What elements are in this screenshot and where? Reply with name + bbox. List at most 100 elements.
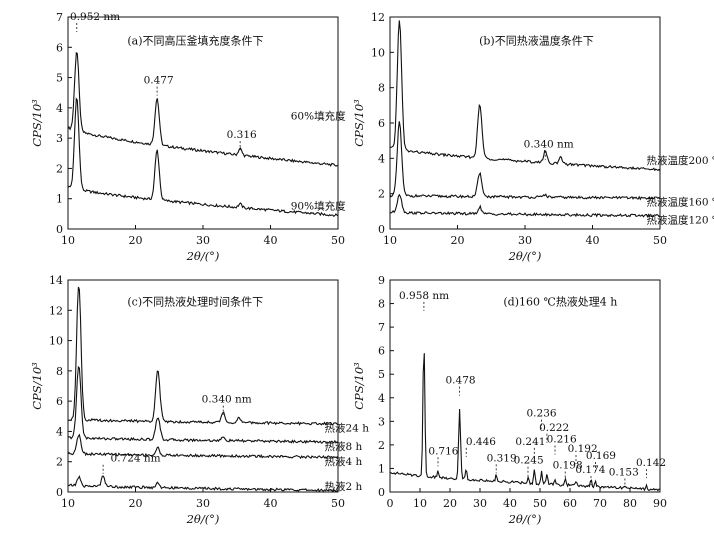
- peak-annotation: 0.236: [527, 408, 557, 420]
- x-tick-label: 80: [623, 497, 637, 510]
- y-tick-label: 4: [378, 152, 385, 165]
- y-tick-label: 5: [56, 72, 63, 85]
- y-tick-label: 0: [378, 486, 385, 499]
- x-tick-label: 40: [503, 497, 517, 510]
- y-tick-label: 8: [378, 298, 385, 311]
- peak-annotation: 0.724 nm: [111, 453, 161, 465]
- y-tick-label: 4: [56, 425, 63, 438]
- x-tick-label: 30: [518, 234, 532, 247]
- peak-annotation: 0.198: [553, 459, 583, 471]
- series-label: 90%填充度: [291, 199, 346, 212]
- x-tick-label: 10: [61, 497, 75, 510]
- peak-annotation: 0.477: [144, 75, 174, 87]
- y-tick-label: 0: [56, 486, 63, 499]
- peak-annotation: 0.952 nm: [70, 11, 120, 23]
- y-tick-label: 1: [56, 193, 63, 206]
- panel-title: (b)不同热液温度条件下: [479, 34, 594, 48]
- peak-annotation: 0.478: [446, 375, 476, 387]
- y-tick-label: 7: [378, 321, 385, 334]
- peak-annotation: 0.446: [466, 436, 496, 448]
- series-label: 热液温度160 ℃: [647, 196, 714, 209]
- y-tick-label: 10: [371, 46, 385, 59]
- y-tick-label: 0: [56, 223, 63, 236]
- peak-annotation: 0.958 nm: [399, 290, 449, 302]
- y-tick-label: 7: [56, 11, 63, 24]
- y-tick-label: 10: [49, 335, 63, 348]
- y-axis-label: CPS/10³: [352, 362, 366, 410]
- series-label: 热液2 h: [325, 480, 363, 493]
- peak-annotation: 0.716: [428, 445, 458, 457]
- y-tick-label: 2: [378, 188, 385, 201]
- x-tick-label: 20: [451, 234, 465, 247]
- x-tick-label: 40: [264, 234, 278, 247]
- peak-annotation: 0.316: [227, 129, 257, 141]
- peak-annotation: 0.142: [636, 457, 666, 469]
- panel-a: 10 20 30 40 50 0 1 2 3 4 5 6 7 2θ/(°) CPS/10³ (a)不同高压釜填…: [30, 11, 346, 263]
- panel-title: (c)不同热液处理时间条件下: [127, 294, 263, 308]
- x-tick-label: 20: [129, 234, 143, 247]
- x-tick-label: 40: [586, 234, 600, 247]
- series-line: [67, 433, 339, 460]
- series-line: [67, 286, 339, 426]
- x-axis-label: 2θ/(°): [508, 512, 542, 526]
- peak-annotation: 0.174: [575, 464, 605, 476]
- series-line: [67, 51, 339, 167]
- y-tick-label: 0: [378, 223, 385, 236]
- peak-annotation: 0.153: [609, 467, 639, 479]
- x-axis-label: 2θ/(°): [508, 249, 542, 263]
- x-tick-label: 30: [196, 497, 210, 510]
- y-tick-label: 2: [56, 162, 63, 175]
- panel-d: 0 10 20 30 40 50 60 70 80 90 0 1 2 3 4 5 6 7 8 9 2θ/(°) CPS/1…: [352, 274, 667, 526]
- y-tick-label: 8: [56, 365, 63, 378]
- series-line: [67, 365, 339, 445]
- series-line: [389, 20, 661, 172]
- peak-annotation: 0.340 nm: [202, 394, 252, 406]
- x-tick-label: 50: [331, 497, 345, 510]
- y-tick-label: 6: [378, 345, 385, 358]
- x-tick-label: 10: [383, 234, 397, 247]
- series-line: [67, 475, 339, 493]
- y-tick-label: 6: [56, 41, 63, 54]
- x-axis-label: 2θ/(°): [186, 512, 220, 526]
- panel-b: 10 20 30 40 50 0 2 4 6 8 10 12 2θ/(°) CPS/10³ (b)不同热液温…: [352, 11, 714, 263]
- y-tick-label: 4: [56, 102, 63, 115]
- x-tick-label: 20: [443, 497, 457, 510]
- y-tick-label: 8: [378, 82, 385, 95]
- x-tick-label: 60: [563, 497, 577, 510]
- plot-frame: [67, 16, 339, 230]
- x-tick-label: 0: [387, 497, 394, 510]
- y-tick-label: 12: [371, 11, 385, 24]
- peak-annotation: 0.216: [547, 434, 577, 446]
- peak-annotation: 0.245: [514, 455, 544, 467]
- x-tick-label: 90: [653, 497, 667, 510]
- x-tick-label: 50: [331, 234, 345, 247]
- y-tick-label: 2: [56, 456, 63, 469]
- y-tick-label: 4: [378, 392, 385, 405]
- x-tick-label: 30: [473, 497, 487, 510]
- x-tick-label: 50: [653, 234, 667, 247]
- peak-annotation: 0.241: [515, 436, 545, 448]
- y-tick-label: 12: [49, 304, 63, 317]
- x-tick-label: 50: [533, 497, 547, 510]
- series-label: 热液温度200 ℃: [647, 154, 714, 167]
- y-tick-label: 2: [378, 439, 385, 452]
- panel-title: (a)不同高压釜填充度条件下: [127, 34, 263, 48]
- x-tick-label: 70: [593, 497, 607, 510]
- panel-c: 10 20 30 40 50 0 2 4 6 8 10 12 14 2θ/(°) CPS/10³ (c)不同热…: [30, 274, 369, 526]
- peak-annotation: 0.319: [487, 452, 517, 464]
- y-axis-label: CPS/10³: [352, 99, 366, 147]
- y-tick-label: 3: [56, 132, 63, 145]
- y-tick-label: 6: [378, 117, 385, 130]
- series-line: [67, 97, 339, 218]
- y-tick-label: 5: [378, 368, 385, 381]
- y-axis-label: CPS/10³: [30, 362, 44, 410]
- series-label: 热液24 h: [325, 422, 370, 435]
- peak-annotation: 0.192: [568, 443, 598, 455]
- peak-annotation: 0.169: [586, 450, 616, 462]
- x-tick-label: 10: [413, 497, 427, 510]
- plot-frame: [389, 279, 661, 493]
- x-tick-label: 40: [264, 497, 278, 510]
- series-label: 热液8 h: [325, 440, 363, 453]
- series-label: 热液4 h: [325, 455, 363, 468]
